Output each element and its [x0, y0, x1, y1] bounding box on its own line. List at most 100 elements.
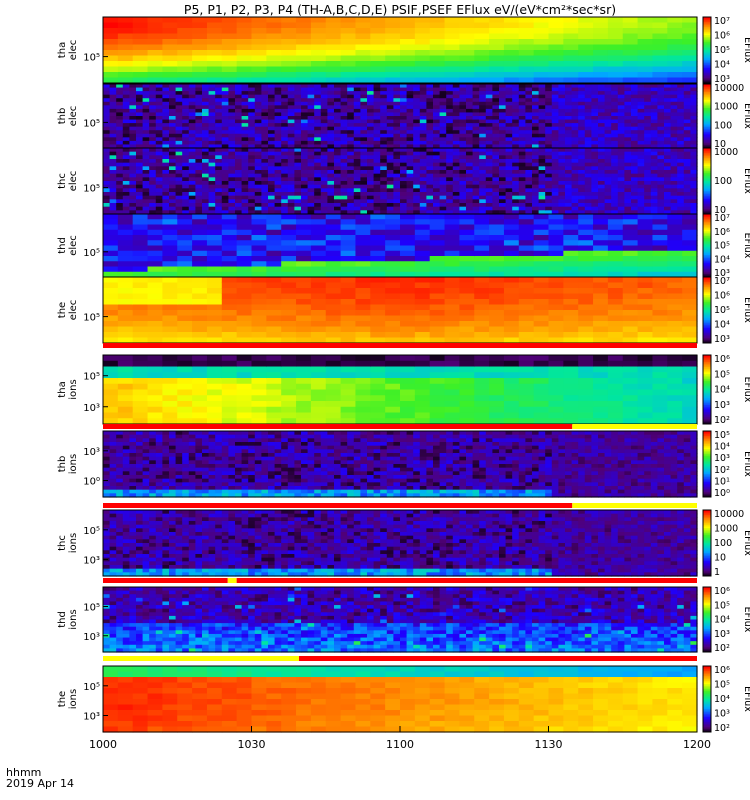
heatmap-cell [307, 101, 315, 106]
heatmap-cell [452, 203, 460, 208]
heatmap-cell [162, 203, 170, 208]
heatmap-cell [162, 17, 178, 24]
heatmap-cell [320, 116, 328, 121]
colorbar-swatch [703, 278, 711, 281]
colorbar-swatch [703, 53, 711, 56]
heatmap-cell [340, 44, 357, 51]
heatmap-cell [474, 77, 490, 84]
heatmap-cell [109, 203, 117, 208]
heatmap-cell [533, 293, 550, 300]
heatmap-cell [147, 271, 163, 278]
heatmap-cell [413, 101, 421, 106]
heatmap-cell [370, 299, 386, 306]
heatmap-cell [492, 123, 500, 128]
heatmap-cell [202, 126, 210, 131]
heatmap-cell [459, 332, 475, 339]
colorbar-swatch [703, 200, 711, 203]
heatmap-cell [452, 105, 460, 110]
heatmap-cell [195, 140, 203, 146]
heatmap-cell [690, 123, 698, 128]
heatmap-cell [221, 17, 238, 24]
heatmap-cell [370, 229, 386, 236]
heatmap-cell [327, 87, 335, 92]
heatmap-cell [563, 304, 579, 311]
heatmap-cell [406, 210, 414, 215]
heatmap-cell [499, 155, 507, 160]
heatmap-cell [558, 203, 566, 208]
heatmap-cell [340, 261, 357, 268]
heatmap-cell [103, 84, 111, 89]
heatmap-cell [400, 235, 416, 241]
heatmap-cell [188, 155, 196, 160]
heatmap-cell [301, 155, 309, 160]
heatmap-cell [593, 214, 609, 220]
heatmap-cell [466, 151, 474, 156]
heatmap-cell [525, 162, 533, 167]
heatmap-cell [266, 39, 282, 46]
heatmap-cell [439, 188, 447, 193]
heatmap-cell [251, 61, 267, 68]
colorbar-swatch [703, 93, 711, 96]
heatmap-cell [268, 184, 276, 189]
heatmap-cell [320, 188, 328, 193]
heatmap-cell [206, 315, 223, 322]
heatmap-cell [518, 94, 526, 99]
heatmap-cell [414, 299, 431, 306]
heatmap-cell [400, 337, 416, 344]
heatmap-cell [598, 119, 606, 124]
heatmap-cell [136, 130, 144, 135]
heatmap-cell [439, 84, 447, 89]
heatmap-cell [310, 50, 327, 57]
heatmap-cell [294, 199, 302, 204]
heatmap-cell [294, 195, 302, 200]
heatmap-cell [287, 112, 295, 117]
heatmap-cell [525, 98, 533, 103]
heatmap-cell [631, 210, 639, 215]
heatmap-cell [512, 116, 520, 121]
heatmap-cell [459, 126, 467, 131]
heatmap-cell [307, 116, 315, 121]
heatmap-cell [682, 28, 698, 35]
heatmap-cell [452, 166, 460, 171]
heatmap-cell [459, 28, 475, 35]
heatmap-cell [221, 91, 229, 96]
heatmap-cell [439, 144, 447, 149]
heatmap-cell [327, 116, 335, 121]
heatmap-cell [175, 98, 183, 103]
heatmap-cell [414, 266, 431, 273]
heatmap-cell [503, 337, 520, 344]
heatmap-cell [254, 181, 262, 186]
heatmap-cell [132, 332, 149, 339]
heatmap-cell [241, 94, 249, 99]
heatmap-cell [503, 55, 520, 62]
heatmap-cell [142, 108, 150, 114]
heatmap-cell [578, 159, 586, 164]
heatmap-cell [400, 315, 416, 322]
heatmap-cell [355, 240, 371, 247]
heatmap-cell [241, 130, 249, 135]
heatmap-cell [393, 87, 401, 92]
heatmap-cell [426, 148, 434, 153]
heatmap-cell [479, 166, 487, 171]
heatmap-cell [314, 159, 322, 164]
heatmap-cell [386, 126, 394, 131]
heatmap-cell [281, 326, 297, 333]
heatmap-cell [644, 133, 652, 138]
heatmap-cell [340, 321, 357, 328]
heatmap-cell [248, 173, 256, 178]
heatmap-cell [414, 337, 431, 344]
heatmap-cell [147, 55, 163, 62]
heatmap-cell [505, 155, 513, 160]
heatmap-cell [188, 133, 196, 138]
heatmap-cell [400, 144, 408, 149]
heatmap-cell [274, 173, 282, 178]
heatmap-cell [195, 133, 203, 138]
heatmap-cell [147, 288, 163, 295]
heatmap-cell [598, 130, 606, 135]
heatmap-cell [505, 144, 513, 149]
heatmap-cell [400, 321, 416, 328]
heatmap-cell [202, 192, 210, 197]
heatmap-cell [406, 126, 414, 131]
heatmap-cell [175, 173, 183, 178]
